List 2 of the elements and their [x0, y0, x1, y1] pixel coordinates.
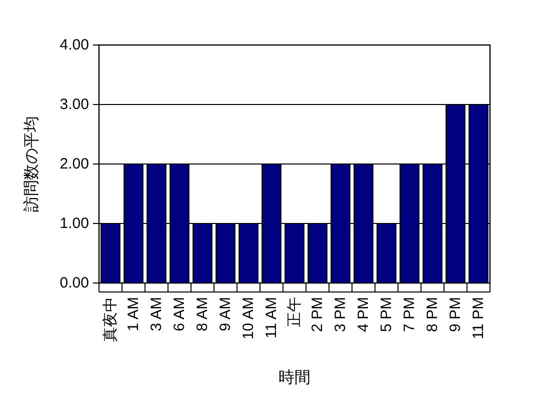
xlabel: 時間 [278, 370, 310, 386]
ylabel: 訪問数の平均 [24, 116, 40, 212]
